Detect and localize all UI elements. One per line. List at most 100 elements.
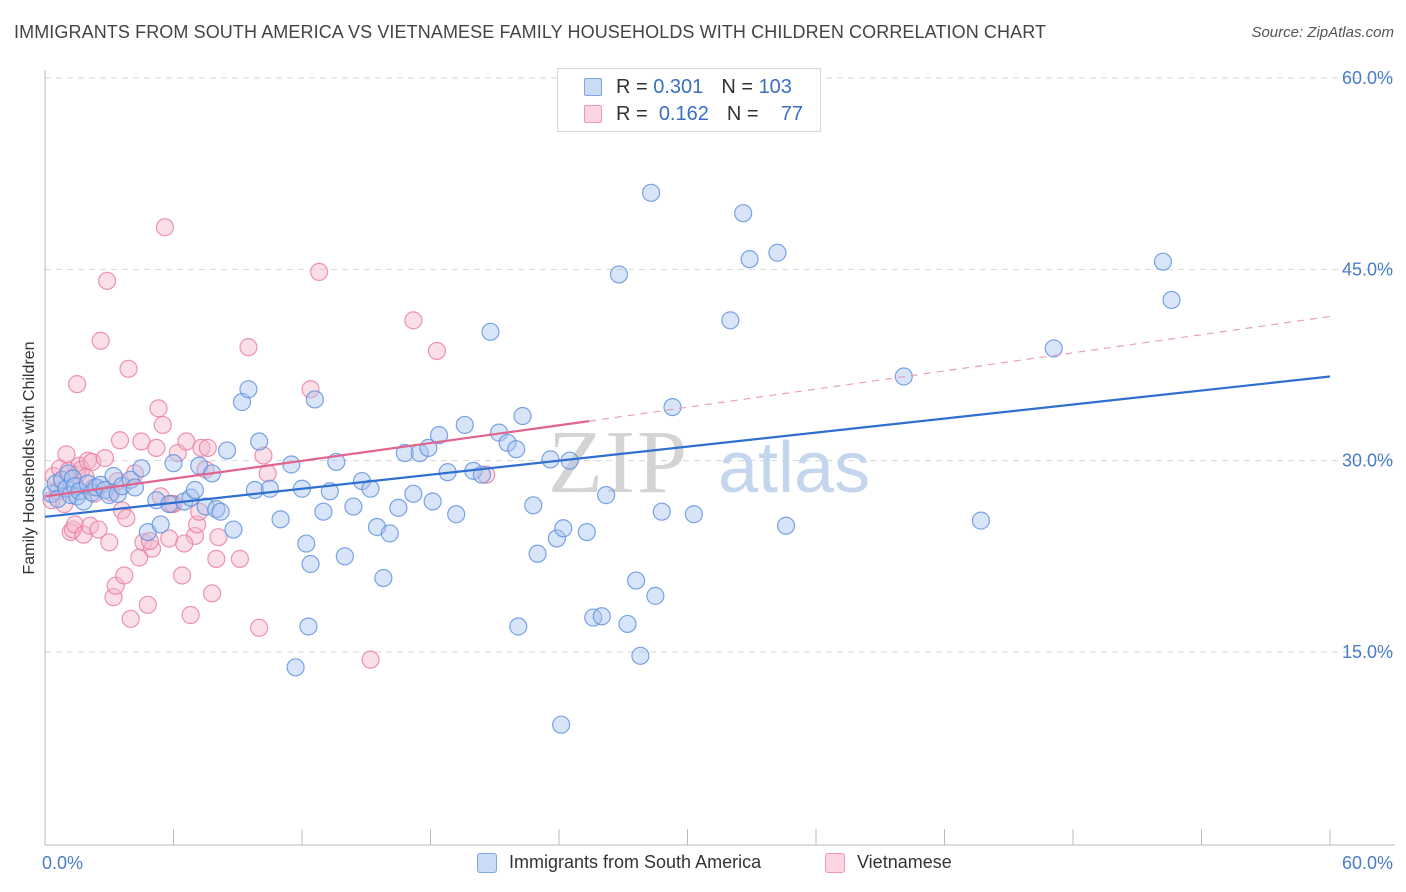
south-america-point: [577, 522, 596, 542]
vietnamese-point: [95, 449, 115, 468]
legend-swatch-blue: [584, 78, 602, 96]
vietnamese-point: [119, 359, 138, 378]
vietnamese-point: [68, 375, 87, 394]
south-america-point: [250, 432, 269, 451]
south-america-point: [592, 607, 611, 626]
vietnamese-point: [404, 311, 423, 330]
vietnamese-point: [132, 432, 151, 451]
south-america-point: [663, 397, 682, 417]
bottom-legend-south-america: Immigrants from South America: [477, 852, 761, 873]
vietnamese-point: [207, 549, 226, 568]
vietnamese-point: [250, 618, 269, 637]
south-america-point: [297, 534, 316, 553]
legend-row-south-america: R = 0.301 N = 103: [584, 75, 792, 99]
source-label: Source: ZipAtlas.com: [1251, 24, 1394, 41]
south-america-point: [286, 658, 305, 677]
vietnamese-point: [181, 605, 200, 625]
south-america-point: [1162, 290, 1181, 310]
vietnamese-point: [310, 262, 329, 281]
vietnamese-point: [202, 584, 222, 603]
bottom-legend: Immigrants from South America Vietnamese: [0, 852, 1406, 878]
south-america-point: [541, 450, 560, 469]
south-america-point: [271, 510, 290, 529]
legend-r-label: R =: [616, 75, 648, 98]
south-america-point: [374, 568, 393, 588]
south-america-point: [552, 715, 571, 734]
south-america-point: [652, 502, 671, 521]
vietnamese-point: [98, 271, 117, 290]
south-america-point: [185, 480, 205, 500]
south-america-point: [971, 511, 991, 530]
south-america-point: [554, 519, 573, 538]
south-america-point: [151, 515, 170, 534]
x-tick-label: 0.0%: [42, 853, 83, 873]
vietnamese-point: [147, 438, 166, 458]
south-america-point: [211, 502, 230, 521]
vietnamese-point: [115, 566, 134, 585]
vietnamese-point: [104, 588, 123, 607]
legend-n-value: 103: [758, 75, 792, 98]
vietnamese-point: [155, 218, 175, 237]
south-america-point: [609, 265, 629, 284]
south-america-point: [335, 547, 354, 566]
vietnamese-point: [172, 566, 192, 585]
legend-row-vietnamese: R = 0.162 N = 77: [584, 102, 803, 126]
south-america-point: [684, 505, 704, 524]
south-america-point: [260, 479, 279, 498]
legend-swatch-pink: [584, 105, 602, 123]
south-america-point: [776, 516, 796, 535]
south-america-point: [239, 380, 258, 399]
legend-r-label: R =: [616, 102, 648, 125]
vietnamese-point: [91, 331, 110, 350]
legend-r-value: 0.301: [653, 75, 704, 98]
south-america-point: [344, 497, 363, 516]
south-america-point: [314, 502, 333, 521]
south-america-point: [423, 492, 442, 511]
vietnamese-point: [80, 516, 100, 535]
south-america-point: [305, 390, 324, 409]
south-america-point: [217, 441, 237, 460]
south-america-point: [641, 183, 661, 202]
south-america-point: [528, 544, 547, 563]
vietnamese-point: [177, 432, 196, 451]
south-america-point: [631, 646, 650, 665]
south-america-point: [524, 496, 543, 515]
y-axis-label: Family Households with Children: [21, 342, 38, 575]
south-america-points: [42, 183, 1181, 734]
south-america-point: [646, 586, 665, 605]
south-america-point: [734, 204, 753, 223]
south-america-point: [740, 250, 759, 269]
legend-n-label: N =: [721, 75, 753, 98]
vietnamese-point: [361, 650, 380, 669]
south-america-point: [132, 459, 151, 478]
bottom-legend-vietnamese: Vietnamese: [825, 852, 952, 873]
chart-title: IMMIGRANTS FROM SOUTH AMERICA VS VIETNAM…: [14, 22, 1047, 42]
watermark-zip: ZIP: [548, 413, 689, 512]
y-tick-label: 60.0%: [1342, 68, 1393, 88]
south-america-trend-line: [44, 375, 1331, 518]
bottom-legend-label: Vietnamese: [857, 852, 952, 872]
grid-lines: [45, 77, 1395, 653]
vietnamese-point: [175, 534, 194, 553]
vietnamese-point: [121, 609, 140, 628]
south-america-point: [282, 455, 301, 474]
south-america-point: [429, 426, 449, 445]
trend-lines: [44, 315, 1331, 518]
y-tick-label: 45.0%: [1342, 259, 1393, 279]
south-america-point: [768, 243, 787, 262]
legend-r-value: 0.162: [658, 102, 709, 125]
vietnamese-point: [301, 380, 320, 399]
south-america-point: [597, 486, 616, 505]
vietnamese-point: [198, 438, 217, 458]
south-america-point: [547, 529, 566, 548]
vietnamese-trend-line: [44, 420, 590, 498]
legend-n-value: 77: [780, 102, 804, 125]
legend: R = 0.301 N = 103 R = 0.162 N = 77: [557, 68, 821, 132]
vietnamese-point: [117, 508, 136, 528]
tick-labels: 15.0% 30.0% 45.0% 60.0% 0.0% 60.0%: [42, 68, 1393, 873]
south-america-point: [507, 440, 526, 459]
south-america-point: [301, 554, 320, 574]
vietnamese-point: [427, 341, 447, 361]
vietnamese-point: [138, 595, 157, 614]
